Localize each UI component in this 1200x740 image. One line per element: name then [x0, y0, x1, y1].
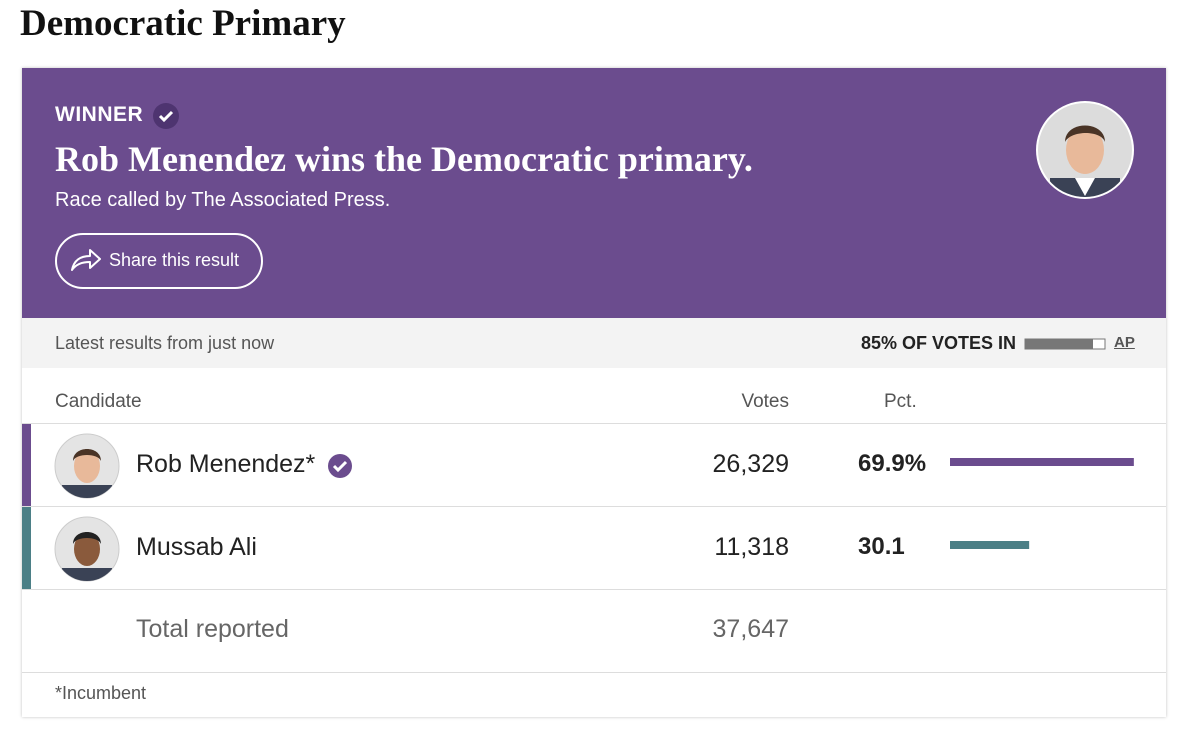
candidate-name: Rob Menendez*	[136, 450, 316, 478]
photo-part	[62, 485, 112, 498]
column-header: Candidate	[55, 391, 142, 412]
meter-fill	[1025, 339, 1093, 349]
photo-part	[74, 532, 100, 566]
pct-bar-area	[950, 541, 1030, 549]
votes: 11,318	[714, 533, 789, 561]
color-stripe	[22, 424, 31, 506]
check-icon	[153, 103, 179, 129]
share-button[interactable]: Share this result	[55, 233, 263, 289]
page-title: Democratic Primary	[20, 3, 346, 44]
footnote: *Incumbent	[55, 683, 147, 703]
source-link[interactable]: AP	[1114, 334, 1135, 351]
share-icon	[71, 249, 101, 271]
winner-banner: WINNER Rob Menendez wins the Democratic …	[22, 68, 1166, 318]
status-bar: Latest results from just now 85% OF VOTE…	[22, 318, 1166, 368]
pct-bar	[950, 458, 1134, 466]
divider	[22, 672, 1166, 673]
pct-label: 30.1	[858, 533, 905, 560]
photo-part	[62, 532, 112, 581]
subtitle: Race called by The Associated Press.	[55, 189, 391, 211]
column-header: Votes	[741, 391, 789, 412]
divider	[22, 506, 1166, 507]
photo-part	[74, 449, 100, 483]
updated-label: Latest results from just now	[55, 333, 275, 353]
results-card: WINNER Rob Menendez wins the Democratic …	[22, 68, 1166, 717]
candidate-name: Mussab Ali	[136, 533, 257, 561]
status-label: WINNER	[55, 103, 144, 126]
divider	[22, 423, 1166, 424]
votes: 26,329	[712, 450, 789, 478]
headline: Rob Menendez wins the Democratic primary…	[55, 139, 753, 179]
column-header: Pct.	[884, 391, 917, 412]
divider	[22, 589, 1166, 590]
winner-photo	[1036, 101, 1134, 199]
photo-part	[62, 449, 112, 498]
photo-part	[73, 532, 101, 544]
total-label: Total reported	[136, 615, 289, 643]
candidate-photo	[54, 516, 120, 582]
candidate-photo	[54, 433, 120, 499]
reporting-meter	[1024, 338, 1106, 350]
pct-bar	[950, 541, 1030, 549]
color-stripe	[22, 507, 31, 589]
winner-check	[328, 454, 352, 478]
check-mark	[332, 460, 348, 473]
total-votes: 37,647	[712, 615, 789, 643]
reporting-label: 85% OF VOTES IN	[860, 333, 1016, 353]
photo-part	[62, 568, 112, 581]
pct-bar-area	[950, 458, 1134, 466]
pct-label: 69.9%	[858, 450, 927, 477]
share-label[interactable]: Share this result	[109, 250, 240, 270]
photo-part	[73, 449, 101, 461]
